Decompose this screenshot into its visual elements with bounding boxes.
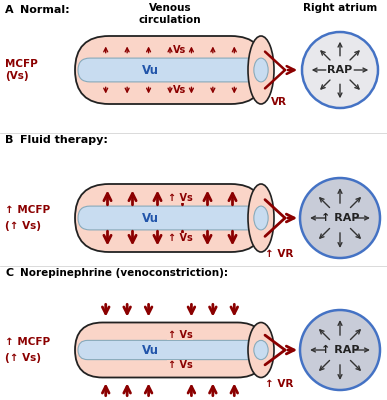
FancyBboxPatch shape	[75, 322, 265, 378]
Text: A: A	[5, 5, 14, 15]
Text: ↑ Vs: ↑ Vs	[168, 234, 192, 243]
Text: Norepinephrine (venoconstriction):: Norepinephrine (venoconstriction):	[20, 268, 228, 278]
Circle shape	[300, 178, 380, 258]
Text: VR: VR	[271, 97, 287, 107]
Circle shape	[300, 310, 380, 390]
Text: ↑ Vs: ↑ Vs	[168, 330, 192, 340]
Text: Right atrium: Right atrium	[303, 3, 377, 13]
Ellipse shape	[254, 58, 268, 82]
Text: ↑ MCFP: ↑ MCFP	[5, 337, 50, 347]
FancyBboxPatch shape	[78, 206, 260, 230]
Text: ↑ VR: ↑ VR	[265, 248, 293, 258]
Text: B: B	[5, 135, 14, 145]
Circle shape	[302, 32, 378, 108]
Text: RAP: RAP	[327, 65, 353, 75]
Text: ↑ Vs: ↑ Vs	[168, 360, 192, 370]
Ellipse shape	[248, 36, 274, 104]
Text: Normal:: Normal:	[20, 5, 70, 15]
FancyBboxPatch shape	[75, 184, 265, 252]
Text: ↑ RAP: ↑ RAP	[321, 213, 359, 223]
Text: Vu: Vu	[142, 212, 159, 224]
Text: Venous
circulation: Venous circulation	[139, 3, 201, 25]
FancyBboxPatch shape	[78, 340, 260, 360]
Ellipse shape	[254, 206, 268, 230]
Text: ↑ RAP: ↑ RAP	[321, 345, 359, 355]
FancyBboxPatch shape	[75, 36, 265, 104]
Ellipse shape	[248, 184, 274, 252]
Text: (↑ Vs): (↑ Vs)	[5, 221, 41, 231]
Text: ↑ MCFP: ↑ MCFP	[5, 205, 50, 215]
Text: MCFP
(Vs): MCFP (Vs)	[5, 59, 38, 81]
Text: ↑ VR: ↑ VR	[265, 378, 293, 389]
Text: Fluid therapy:: Fluid therapy:	[20, 135, 108, 145]
FancyBboxPatch shape	[78, 58, 260, 82]
Text: Vu: Vu	[142, 344, 159, 356]
Text: C: C	[5, 268, 13, 278]
Text: Vu: Vu	[142, 64, 159, 76]
Text: Vs: Vs	[173, 45, 187, 55]
Ellipse shape	[254, 340, 268, 360]
Text: (↑ Vs): (↑ Vs)	[5, 353, 41, 363]
Text: Vs: Vs	[173, 85, 187, 95]
Text: ↑ Vs: ↑ Vs	[168, 192, 192, 202]
Ellipse shape	[248, 322, 274, 378]
